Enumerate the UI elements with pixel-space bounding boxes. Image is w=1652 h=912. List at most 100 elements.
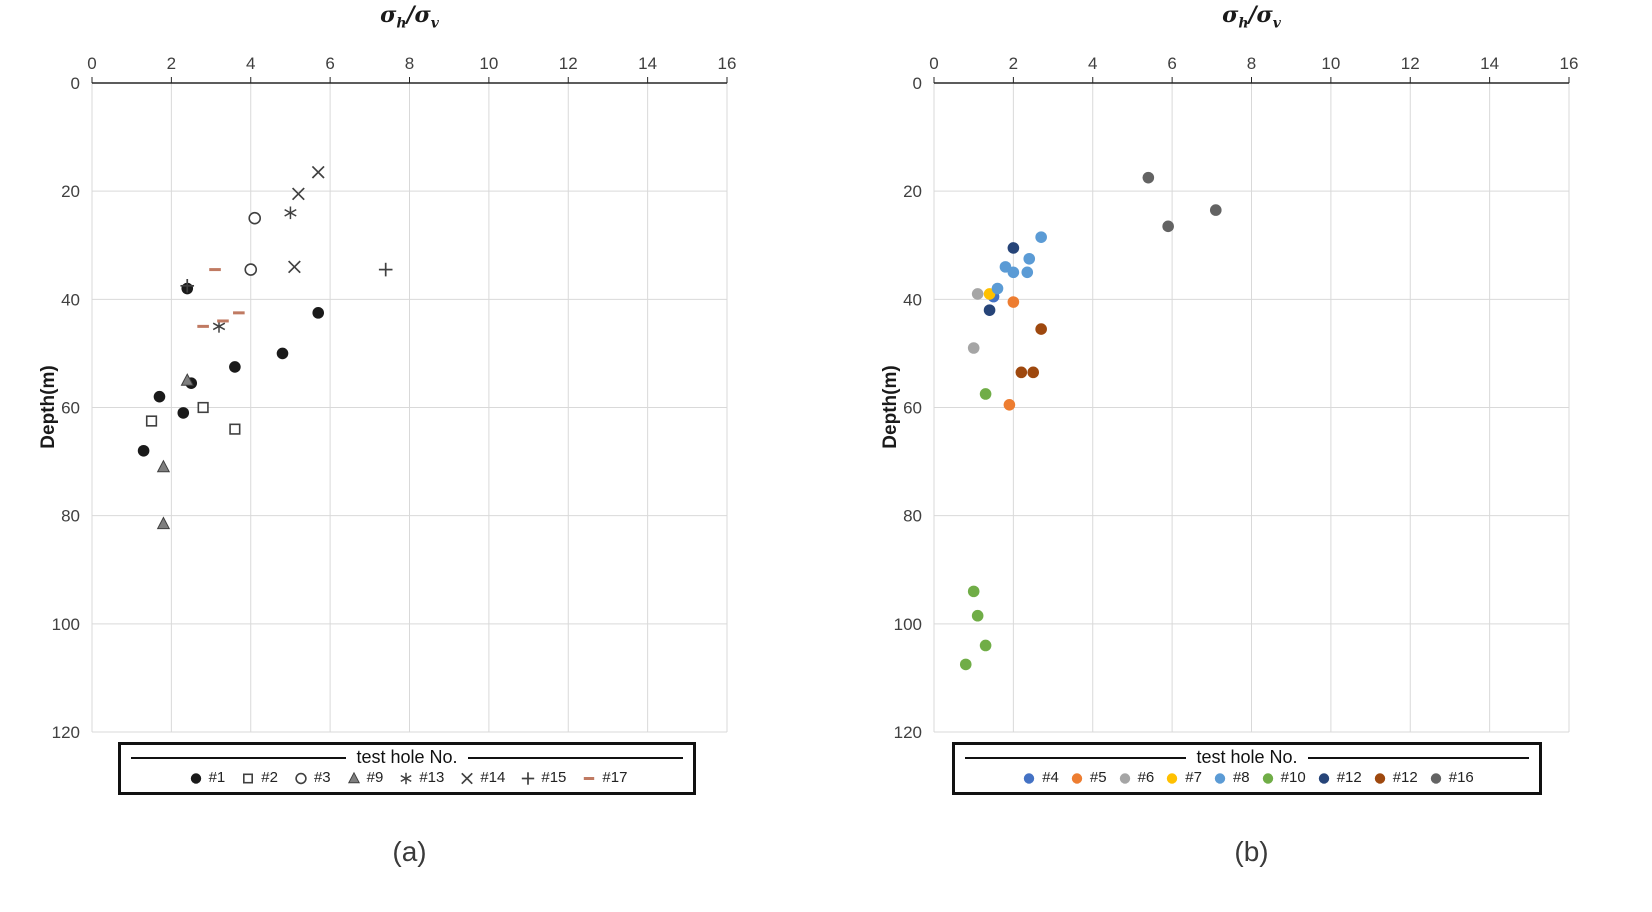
data-point	[1007, 266, 1020, 279]
sigma-symbol: σ	[1256, 2, 1273, 28]
data-point	[979, 639, 992, 652]
legend-item-4: #4	[1020, 769, 1059, 786]
legend-label: #5	[1089, 769, 1107, 786]
data-point	[291, 187, 305, 201]
data-point	[180, 279, 195, 293]
open-square-legend-marker-icon	[243, 773, 254, 783]
y-tick-label: 40	[61, 290, 80, 309]
y-tick-label: 80	[903, 507, 922, 526]
x-tick-label: 6	[325, 54, 334, 73]
data-point	[229, 423, 241, 435]
x-tick-label: 12	[1401, 54, 1420, 73]
legend-label: #4	[1042, 769, 1059, 786]
chart-panel-b: σh/σv Depth(m) 0 2 4 6 8 10 12 14 16 0 20 40 60 80 100…	[872, 0, 1632, 912]
data-point	[248, 211, 262, 225]
legend-item-12: #12	[1371, 769, 1418, 786]
x-tick-label: 16	[1560, 54, 1579, 73]
y-tick-label: 60	[61, 399, 80, 418]
legend-items-a: #1 #2 #3 #9 #13 #14 #15 #17	[121, 768, 693, 792]
plus-legend-marker-icon	[522, 771, 535, 785]
y-tick-label: 60	[903, 399, 922, 418]
data-point	[197, 401, 209, 414]
data-point	[1027, 366, 1040, 379]
data-point	[1035, 231, 1047, 243]
x-tick-label: 14	[1480, 54, 1499, 73]
legend-title-a: test hole No.	[356, 747, 458, 767]
legend-label: #9	[366, 769, 384, 786]
series-16	[1142, 171, 1222, 233]
data-point	[284, 206, 297, 220]
data-point	[177, 407, 190, 419]
y-tick-label: 0	[913, 74, 922, 93]
slash: /	[1248, 2, 1257, 28]
legend-label: #15	[541, 769, 567, 786]
series-15	[180, 262, 393, 293]
data-point	[1142, 171, 1155, 184]
x-tick-label: 8	[1247, 54, 1256, 73]
x-tick-label: 2	[167, 54, 176, 73]
legend-rule-right	[467, 756, 683, 759]
gridlines	[91, 83, 728, 733]
caption-b: (b)	[1234, 836, 1269, 867]
open-circle-legend-marker-icon	[295, 772, 307, 784]
data-point	[1035, 323, 1047, 335]
data-point	[1015, 366, 1028, 379]
legend-box-b: test hole No. #4 #5 #6 #7 #8 #10 #12 #12 #16	[952, 742, 1542, 795]
y-tick-label: 20	[903, 182, 922, 201]
y-tick-label: 40	[903, 290, 922, 309]
data-point	[145, 415, 158, 427]
legend-title-b: test hole No.	[1196, 747, 1298, 767]
series-14	[288, 165, 325, 274]
series-12	[1015, 323, 1047, 379]
slash: /	[406, 2, 415, 28]
legend-rule-left	[131, 756, 347, 759]
legend-item-8: #8	[1211, 769, 1250, 786]
y-tick-label: 20	[61, 182, 80, 201]
data-point	[1003, 398, 1016, 411]
legend-label: #14	[480, 769, 506, 786]
legend-item-16: #16	[1427, 769, 1474, 786]
legend-label: #2	[261, 769, 278, 786]
filled-circle-legend-marker-icon	[190, 772, 201, 784]
series-8	[991, 231, 1047, 295]
legend-item-3: #3	[292, 769, 331, 786]
series-3	[244, 211, 262, 276]
series-13	[212, 206, 297, 333]
sigma-subscript-v: v	[1272, 15, 1281, 32]
filled-circle-legend-marker-icon	[1071, 772, 1083, 784]
legend-item-2: #2	[239, 769, 278, 786]
x-tick-label: 0	[87, 54, 96, 73]
x-tick-label: 0	[929, 54, 938, 73]
legend-label: #13	[419, 769, 445, 786]
data-point	[229, 361, 241, 373]
legend-label: #6	[1137, 769, 1155, 786]
y-tick-label: 0	[71, 74, 80, 93]
data-point	[967, 342, 980, 354]
x-tick-label: 16	[718, 54, 737, 73]
filled-circle-legend-marker-icon	[1024, 772, 1035, 784]
series-2	[145, 401, 241, 435]
data-point	[180, 373, 194, 386]
legend-item-1: #1	[187, 769, 226, 786]
sigma-symbol: σ	[380, 2, 397, 28]
x-tick-label: 4	[246, 54, 255, 73]
legend-rule-left	[965, 756, 1187, 759]
series-17	[197, 268, 245, 328]
x-axis-title-b: σh/σv	[934, 2, 1569, 31]
filled-circle-legend-marker-icon	[1318, 772, 1329, 784]
data-point	[1162, 220, 1174, 233]
x-tick-label: 4	[1088, 54, 1097, 73]
legend-item-10: #10	[1259, 769, 1306, 786]
x-tick-label: 6	[1167, 54, 1176, 73]
dash-legend-marker-icon	[584, 776, 595, 780]
legend-item-5: #5	[1068, 769, 1107, 786]
filled-circle-legend-marker-icon	[1119, 772, 1130, 784]
gridlines	[933, 83, 1570, 733]
legend-title-row: test hole No.	[121, 745, 693, 768]
x-axis-title-a: σh/σv	[92, 2, 727, 31]
data-point	[1021, 266, 1034, 279]
data-point	[979, 388, 992, 400]
legend-label: #1	[208, 769, 226, 786]
data-point	[959, 658, 972, 671]
series-5	[1003, 296, 1020, 411]
